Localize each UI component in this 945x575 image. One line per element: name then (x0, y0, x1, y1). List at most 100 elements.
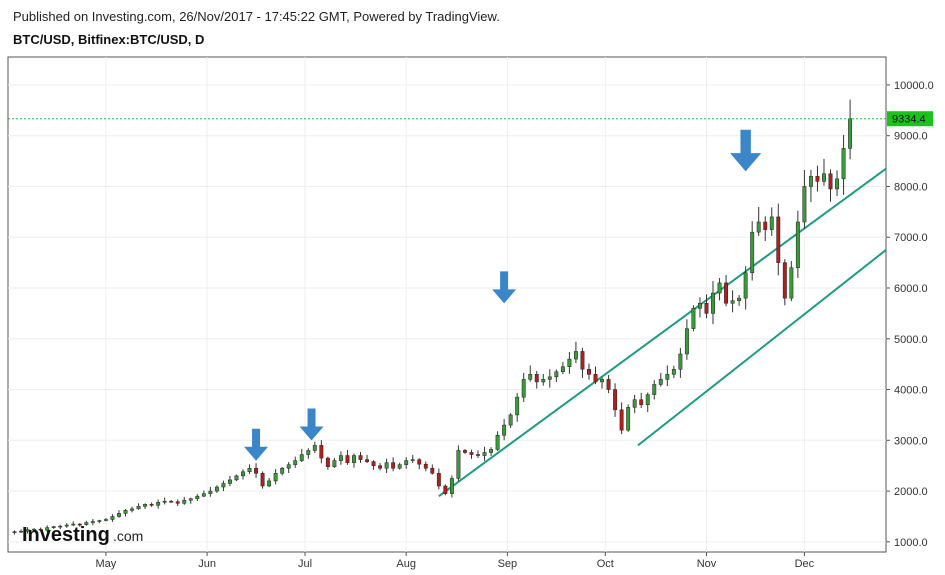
candle-body (508, 414, 513, 426)
candle-body (547, 376, 552, 380)
candle-body (280, 467, 285, 474)
candle-body (188, 498, 193, 501)
candle-body (560, 366, 565, 373)
candle-body (619, 409, 624, 431)
candle-body (417, 459, 422, 465)
candle-body (802, 186, 807, 223)
channel-line (438, 167, 887, 497)
candle-body (123, 510, 128, 514)
down-arrow-icon (299, 408, 324, 441)
candle-body (795, 221, 800, 268)
candle-body (58, 525, 63, 528)
candle-body (397, 464, 402, 469)
candle-body (286, 464, 291, 469)
candle-body (841, 148, 846, 180)
channel-line (637, 249, 887, 447)
candle-body (776, 216, 781, 263)
candle-body (782, 262, 787, 299)
candle-body (567, 358, 572, 367)
candle-body (469, 452, 474, 455)
candle-body (639, 399, 644, 406)
y-tick-label: 2000.0 (894, 486, 928, 498)
candle-body (254, 467, 259, 474)
candle-body (143, 504, 148, 507)
candle-body (600, 379, 604, 383)
x-tick-label: Jul (298, 558, 312, 570)
candle-body (763, 221, 768, 230)
candle-body (495, 434, 500, 450)
x-tick-label: Oct (597, 558, 614, 570)
candle-body (365, 459, 369, 462)
candle-body (77, 523, 82, 526)
candle-body (423, 463, 428, 469)
y-tick-label: 4000.0 (894, 385, 928, 397)
candle-body (136, 506, 141, 510)
candle-body (515, 396, 520, 416)
candle-body (456, 450, 461, 479)
candle-body (404, 460, 409, 465)
candle-body (769, 216, 774, 230)
candle-body (162, 500, 167, 503)
down-arrow-icon (492, 271, 517, 304)
candle-body (502, 424, 507, 436)
candle-body (717, 282, 722, 294)
candle-body (704, 302, 709, 314)
candle-body (580, 351, 585, 370)
candle-body (90, 521, 95, 523)
candle-body (652, 384, 657, 395)
candle-body (221, 483, 226, 488)
candle-body (711, 292, 715, 314)
candle-body (169, 500, 174, 503)
candle-body (606, 379, 611, 390)
candle-body (443, 485, 448, 494)
candle-body (64, 524, 69, 527)
candle-body (684, 328, 689, 355)
candle-body (358, 455, 363, 460)
candle-body (267, 480, 272, 487)
candle-body (130, 508, 134, 511)
x-tick-label: Dec (795, 558, 815, 570)
candle-body (587, 368, 591, 375)
candle-body (45, 527, 50, 531)
candle-body (338, 455, 343, 461)
candle-body (521, 379, 526, 398)
brand-name: Investing (22, 524, 110, 546)
candle-body (449, 478, 454, 494)
candle-body (665, 374, 670, 380)
candle-body (51, 526, 56, 528)
candle-body (573, 351, 578, 360)
candle-body (528, 374, 533, 380)
candle-body (848, 118, 853, 149)
down-arrow-icon (730, 129, 762, 172)
candle-body (227, 479, 232, 484)
candle-body (737, 297, 742, 301)
investing-logo: Investing .com (22, 524, 143, 546)
candle-body (149, 504, 154, 506)
candle-body (476, 454, 480, 456)
candle-body (332, 460, 337, 467)
y-tick-label: 5000.0 (894, 334, 928, 346)
arrows (244, 129, 762, 461)
candle-body (822, 173, 826, 182)
x-tick-label: Aug (396, 558, 416, 570)
candle-body (371, 461, 376, 466)
candle-body (626, 407, 631, 431)
candle-body (156, 501, 161, 506)
candle-body (613, 389, 618, 411)
candle-body (691, 308, 696, 329)
candle-body (234, 475, 239, 481)
y-tick-label: 6000.0 (894, 283, 928, 295)
candle-body (293, 460, 298, 465)
y-tick-label: 1000.0 (894, 537, 928, 549)
candle-body (117, 513, 121, 517)
candle-body (273, 473, 278, 482)
candle-body (241, 471, 245, 477)
candle-body (724, 282, 729, 304)
down-arrow-icon (244, 428, 269, 461)
x-tick-label: May (96, 558, 117, 570)
candle-body (593, 374, 598, 383)
candle-body (103, 519, 108, 521)
candle-body (195, 495, 200, 499)
last-price-label: 9334.4 (892, 114, 926, 126)
